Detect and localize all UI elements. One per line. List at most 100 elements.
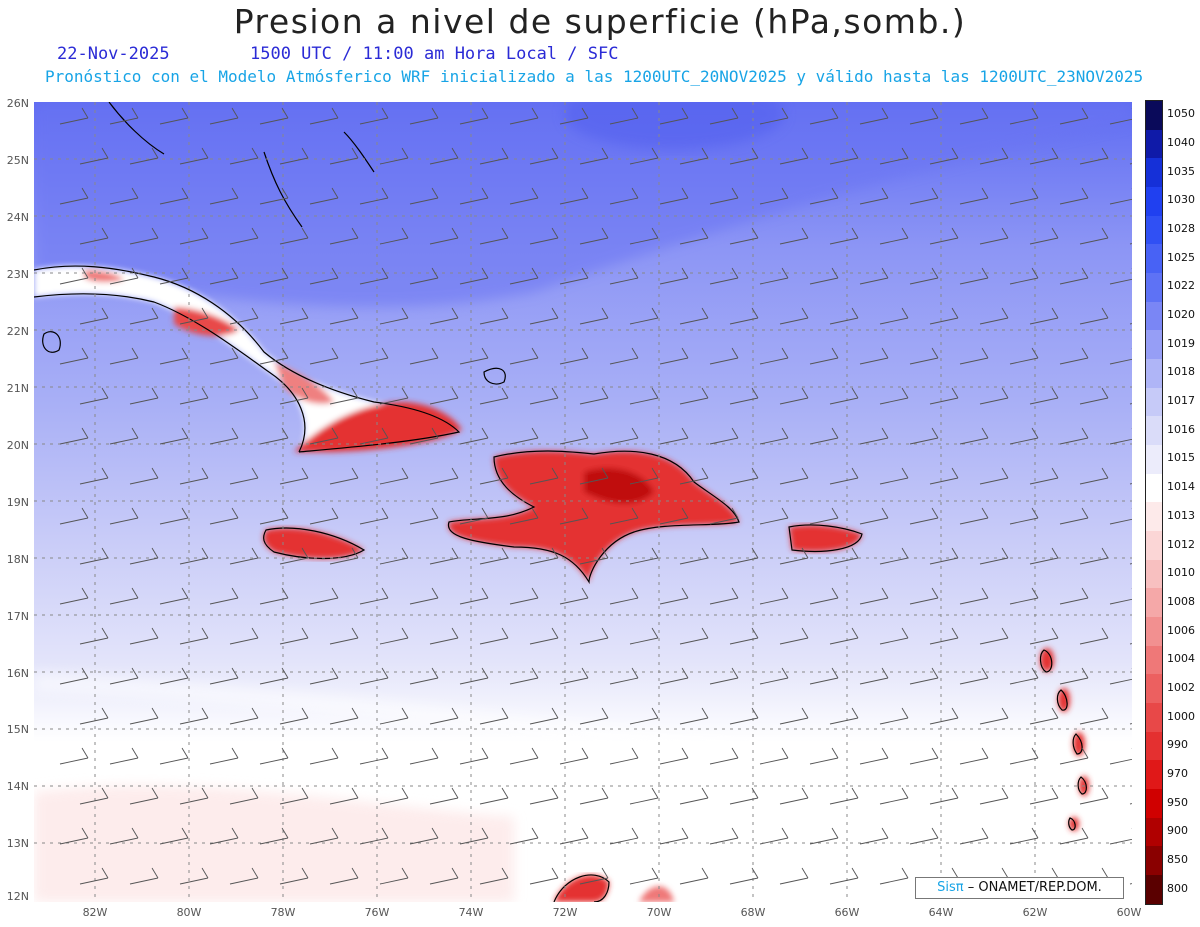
colorbar-label: 1004 <box>1167 652 1195 666</box>
date-label: 22-Nov-2025 <box>57 44 170 64</box>
wind-barb <box>1059 587 1089 605</box>
wind-barbs <box>59 107 1132 885</box>
wind-barb <box>459 827 489 845</box>
wind-barb <box>59 667 89 685</box>
wind-barb <box>59 267 89 285</box>
wind-barb <box>529 867 559 885</box>
lon-label: 64W <box>928 906 954 919</box>
wind-barb <box>159 827 189 845</box>
lon-label: 72W <box>552 906 578 919</box>
wind-barb <box>209 507 239 525</box>
wind-barb <box>929 787 959 805</box>
wind-barb <box>259 107 289 125</box>
lat-label: 17N <box>6 610 29 623</box>
colorbar-label: 970 <box>1167 766 1188 780</box>
wind-barb <box>609 427 639 445</box>
wind-barb <box>509 667 539 685</box>
wind-barb <box>79 147 109 165</box>
pressure-map <box>34 102 1132 902</box>
wind-barb <box>929 707 959 725</box>
wind-barb <box>629 467 659 485</box>
wind-barb <box>659 187 689 205</box>
wind-barb <box>809 427 839 445</box>
lon-label: 78W <box>270 906 296 919</box>
wind-barb <box>679 147 709 165</box>
wind-barb <box>129 707 159 725</box>
colorbar <box>1145 100 1163 905</box>
colorbar-label: 950 <box>1167 795 1188 809</box>
wind-barb <box>459 507 489 525</box>
wind-barb <box>979 627 1009 645</box>
lat-label: 16N <box>6 667 29 680</box>
wind-barb <box>879 787 909 805</box>
wind-barb <box>529 787 559 805</box>
wind-barb <box>1079 627 1109 645</box>
wind-barb <box>559 667 589 685</box>
wind-barb <box>129 307 159 325</box>
wind-barb <box>859 587 889 605</box>
lat-label: 19N <box>6 496 29 509</box>
wind-barb <box>359 827 389 845</box>
wind-barb <box>129 467 159 485</box>
wind-barb <box>329 547 359 565</box>
wind-barb <box>229 707 259 725</box>
colorbar-label: 1008 <box>1167 594 1195 608</box>
wind-barb <box>809 507 839 525</box>
wind-barb <box>159 267 189 285</box>
wind-barb <box>379 227 409 245</box>
wind-barb <box>859 667 889 685</box>
colorbar-label: 1022 <box>1167 279 1195 293</box>
wind-barb <box>159 187 189 205</box>
wind-barb <box>509 427 539 445</box>
wind-barb <box>279 707 309 725</box>
wind-barb <box>909 587 939 605</box>
wind-barb <box>209 427 239 445</box>
wind-barb <box>629 387 659 405</box>
wind-barb <box>1109 188 1132 205</box>
wind-barb <box>159 347 189 365</box>
wind-barb <box>229 307 259 325</box>
forecast-info: Pronóstico con el Modelo Atmósferico WRF… <box>45 67 1144 86</box>
colorbar-label: 1050 <box>1167 107 1195 121</box>
wind-barb <box>779 707 809 725</box>
wind-barb <box>679 307 709 325</box>
wind-barb <box>229 787 259 805</box>
wind-barb <box>979 467 1009 485</box>
wind-barb <box>1009 827 1039 845</box>
wind-barb <box>729 787 759 805</box>
colorbar-segment <box>1146 846 1162 876</box>
land-south-america <box>554 874 674 902</box>
wind-barb <box>559 267 589 285</box>
wind-barb <box>529 307 559 325</box>
wind-barb <box>1029 227 1059 245</box>
wind-barb <box>1029 467 1059 485</box>
lat-label: 12N <box>6 890 29 903</box>
wind-barb <box>1029 707 1059 725</box>
wind-barb <box>509 267 539 285</box>
wind-barb <box>559 747 589 765</box>
colorbar-segment <box>1146 359 1162 388</box>
colorbar-segment <box>1146 502 1162 532</box>
lon-label: 76W <box>364 906 390 919</box>
colorbar-segment <box>1146 617 1162 646</box>
wind-barb <box>629 147 659 165</box>
wind-barb <box>559 827 589 845</box>
wind-barb <box>809 347 839 365</box>
wind-barb <box>509 827 539 845</box>
wind-barb <box>779 867 809 885</box>
wind-barb <box>409 267 439 285</box>
wind-barb <box>729 147 759 165</box>
wind-barb <box>959 747 989 765</box>
wind-barb <box>79 707 109 725</box>
wind-barb <box>179 867 209 885</box>
wind-barb <box>1079 547 1109 565</box>
wind-barb <box>929 547 959 565</box>
wind-barb <box>579 627 609 645</box>
wind-barb <box>709 587 739 605</box>
wind-barb <box>1009 667 1039 685</box>
wind-barb <box>1109 588 1132 605</box>
wind-barb <box>859 507 889 525</box>
wind-barb <box>979 787 1009 805</box>
lon-label: 74W <box>458 906 484 919</box>
wind-barb <box>779 307 809 325</box>
